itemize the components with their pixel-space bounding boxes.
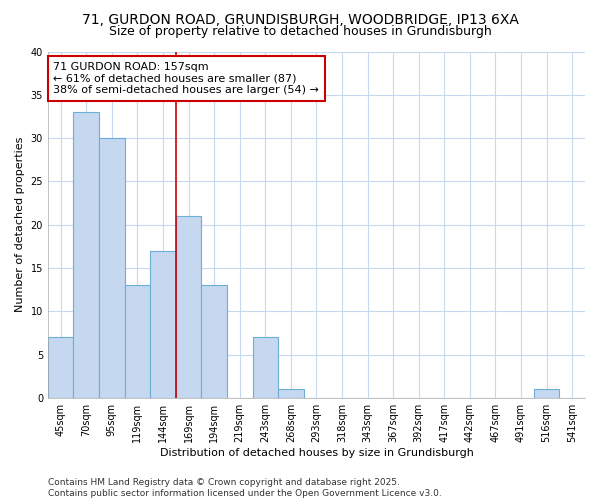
Bar: [534, 389, 559, 398]
Text: Contains HM Land Registry data © Crown copyright and database right 2025.
Contai: Contains HM Land Registry data © Crown c…: [48, 478, 442, 498]
Bar: [99, 138, 125, 398]
Y-axis label: Number of detached properties: Number of detached properties: [15, 137, 25, 312]
X-axis label: Distribution of detached houses by size in Grundisburgh: Distribution of detached houses by size …: [160, 448, 473, 458]
Bar: [48, 337, 73, 398]
Bar: [125, 286, 150, 398]
Bar: [253, 337, 278, 398]
Text: 71, GURDON ROAD, GRUNDISBURGH, WOODBRIDGE, IP13 6XA: 71, GURDON ROAD, GRUNDISBURGH, WOODBRIDG…: [82, 12, 518, 26]
Bar: [278, 389, 304, 398]
Bar: [150, 250, 176, 398]
Bar: [73, 112, 99, 398]
Bar: [176, 216, 202, 398]
Text: Size of property relative to detached houses in Grundisburgh: Size of property relative to detached ho…: [109, 25, 491, 38]
Bar: [202, 286, 227, 398]
Text: 71 GURDON ROAD: 157sqm
← 61% of detached houses are smaller (87)
38% of semi-det: 71 GURDON ROAD: 157sqm ← 61% of detached…: [53, 62, 319, 95]
